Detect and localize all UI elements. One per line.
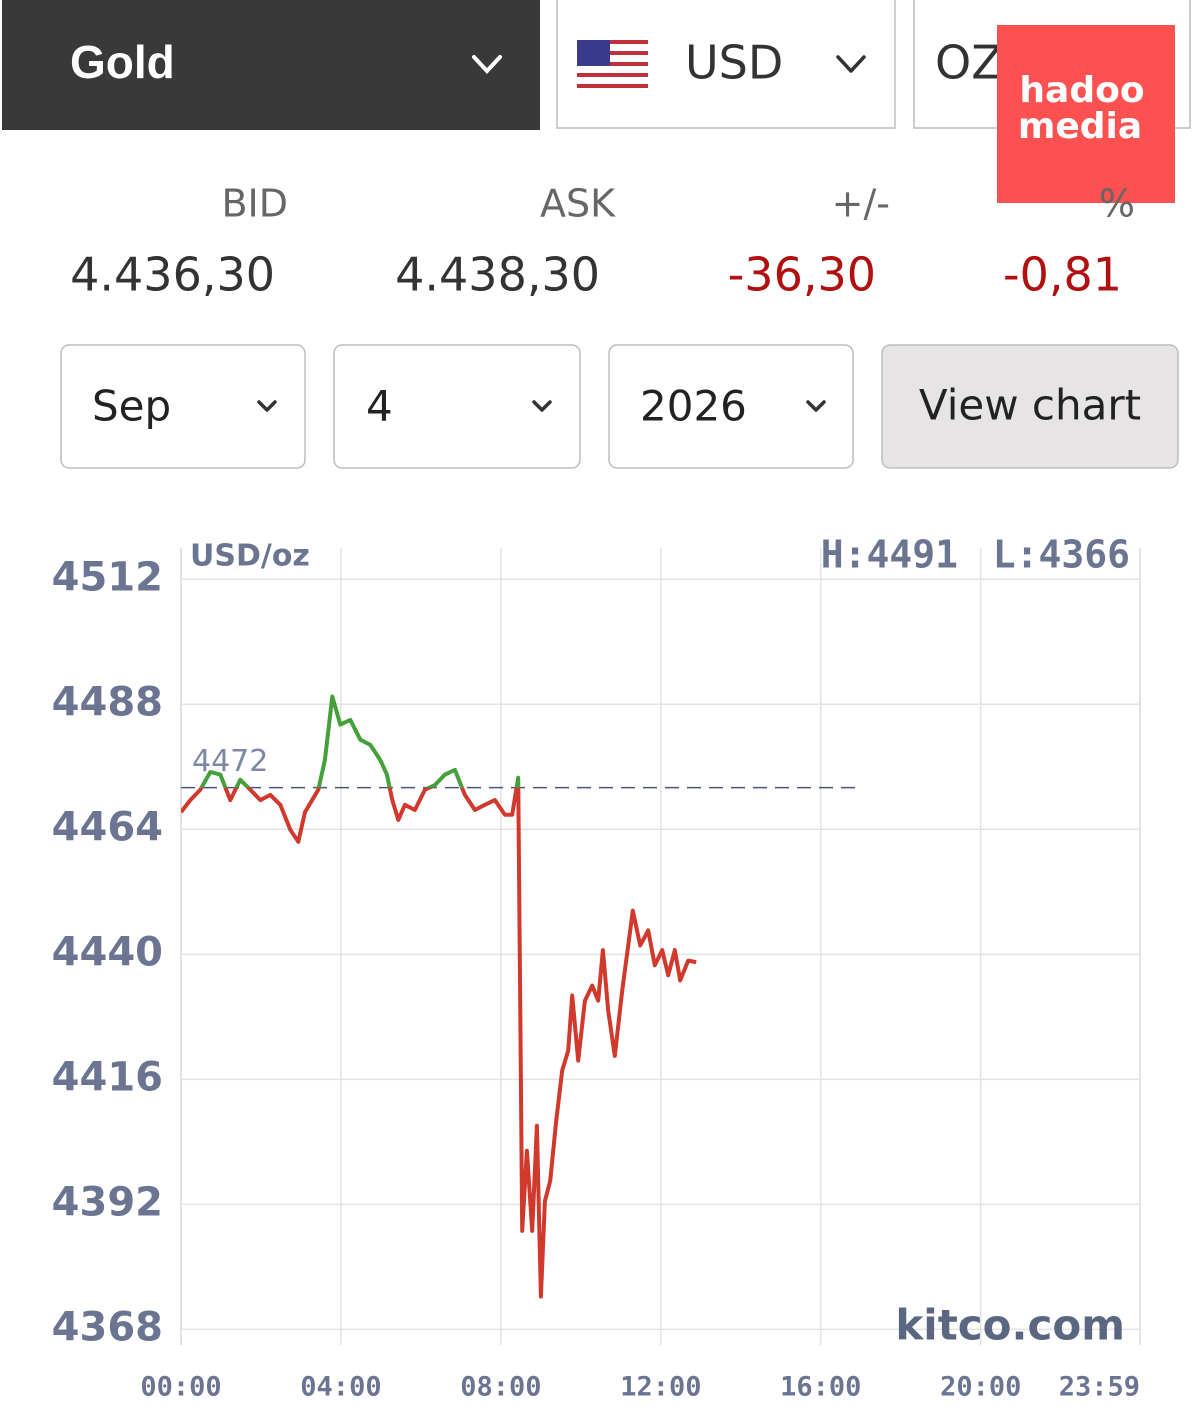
quote-value: -36,30 [728, 248, 876, 302]
x-tick-label: 20:00 [940, 1372, 1021, 1403]
quote-value: 4.436,30 [70, 248, 275, 302]
watermark-text: media [1018, 106, 1142, 147]
chevron [836, 55, 866, 73]
source-label: kitco.com [895, 1301, 1125, 1350]
year-select[interactable] [608, 344, 854, 469]
chevron [532, 400, 552, 412]
y-tick-label: 4440 [52, 929, 163, 975]
quote-label: BID [221, 182, 288, 226]
year-label: 2026 [640, 382, 747, 431]
y-tick-label: 4464 [52, 804, 163, 850]
currency-label: USD [685, 36, 783, 90]
price-line-above [199, 694, 521, 788]
quote-label: % [1099, 182, 1135, 226]
quote-label: ASK [540, 182, 616, 226]
unit-label: USD/oz [190, 539, 310, 574]
day-select[interactable] [333, 344, 581, 469]
chart: 4368 4392 4416 4440 4464 4488 4512 00:00 04:00 08… [52, 533, 1141, 1403]
price-line [181, 787, 697, 1299]
watermark-text: hadoo [1019, 70, 1144, 111]
y-tick-label: 4512 [52, 554, 163, 600]
y-tick-label: 4368 [52, 1304, 163, 1350]
chevron [472, 55, 502, 74]
quote-label: +/- [832, 182, 890, 226]
x-tick-label: 08:00 [460, 1372, 541, 1403]
y-tick-label: 4488 [52, 679, 163, 725]
x-tick-label: 16:00 [780, 1372, 861, 1403]
y-tick-label: 4392 [52, 1179, 163, 1225]
watermark-badge [997, 25, 1175, 203]
us-flag [577, 40, 648, 88]
metal-label: Gold [70, 36, 175, 88]
x-tick-label: 04:00 [300, 1372, 381, 1403]
x-tick-label: 23:59 [1059, 1372, 1140, 1403]
day-label: 4 [366, 382, 393, 431]
unit-label: OZ [935, 36, 1003, 90]
reference-label: 4472 [192, 744, 268, 779]
chevron [806, 400, 826, 412]
view-chart-button[interactable] [881, 344, 1179, 469]
y-tick-label: 4416 [52, 1054, 163, 1100]
quote-value: 4.438,30 [395, 248, 600, 302]
metal-select[interactable] [2, 0, 540, 130]
x-tick-label: 12:00 [620, 1372, 701, 1403]
chevron [257, 400, 277, 412]
month-select[interactable] [60, 344, 306, 469]
month-label: Sep [92, 382, 171, 431]
x-tick-label: 00:00 [140, 1372, 221, 1403]
quote-value: -0,81 [1003, 248, 1122, 302]
button-label: View chart [919, 381, 1141, 430]
low-label: L:4366 [993, 533, 1130, 577]
high-label: H:4491 [821, 533, 958, 577]
